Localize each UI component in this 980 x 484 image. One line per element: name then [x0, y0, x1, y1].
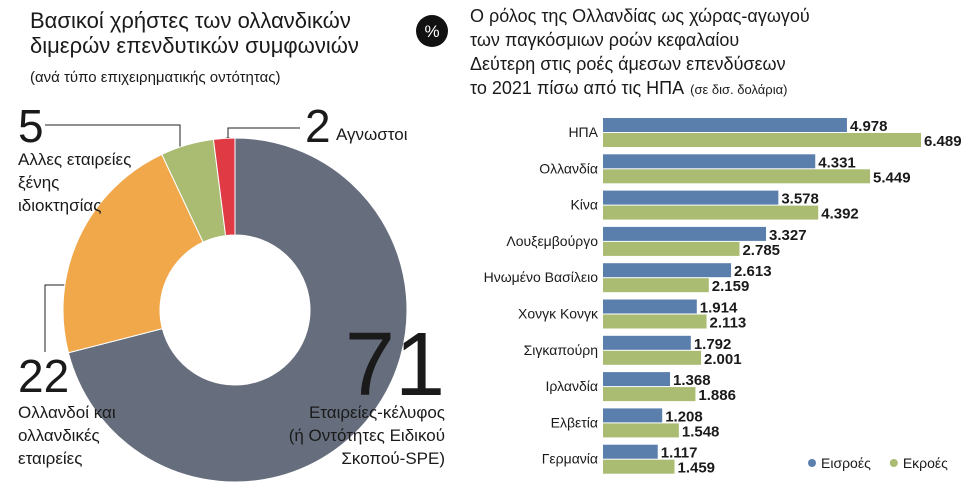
chart-title: Δεύτερη στις ροές άμεσων επενδύσεων	[470, 54, 786, 74]
slice-label: (ή Οντότητες Ειδικού	[289, 426, 445, 445]
value-label: 2.613	[734, 263, 772, 280]
value-label: 1.208	[665, 408, 703, 425]
bar	[603, 335, 691, 350]
bar	[603, 314, 707, 329]
bar	[603, 241, 740, 256]
bar	[603, 278, 709, 293]
bar	[603, 423, 679, 438]
bar	[603, 226, 767, 241]
percent-icon	[416, 15, 448, 47]
slice-value: 71	[345, 315, 445, 415]
slice-value: 22	[18, 350, 69, 402]
category-label: Γερμανία	[542, 451, 598, 467]
value-label: 1.548	[682, 423, 720, 440]
legend-marker	[808, 459, 816, 467]
chart-subtitle: (σε δισ. δολάρια)	[690, 82, 787, 97]
category-label: Χονγκ Κονγκ	[518, 306, 599, 322]
category-label: Ηνωμένο Βασίλειο	[484, 269, 599, 285]
bar	[603, 350, 702, 365]
value-label: 1.914	[700, 300, 738, 317]
bar	[603, 133, 921, 147]
leader-line	[45, 124, 181, 156]
slice-label: ιδιοκτησίας	[18, 196, 101, 215]
donut-slice	[62, 153, 204, 354]
bar	[603, 118, 847, 132]
value-label: 2.159	[712, 278, 750, 295]
category-label: Κίνα	[570, 197, 598, 213]
bar	[603, 169, 871, 184]
value-label: 1.792	[694, 336, 732, 353]
slice-value: 2	[305, 100, 331, 152]
category-label: Ιρλανδία	[546, 378, 598, 394]
value-label: 3.578	[781, 191, 819, 208]
bar	[603, 154, 816, 169]
value-label: 2.001	[704, 351, 742, 368]
category-label: Σιγκαπούρη	[524, 342, 598, 358]
value-label: 4.978	[850, 118, 888, 135]
category-label: Ελβετία	[551, 414, 598, 430]
value-label: 1.368	[673, 372, 711, 389]
legend-label: Εκροές	[903, 455, 948, 471]
value-label: 3.327	[769, 227, 807, 244]
bar	[603, 387, 696, 402]
value-label: 1.886	[698, 387, 736, 404]
donut-slice	[67, 137, 408, 483]
slice-label: ξένης	[18, 173, 59, 192]
chart-title: των παγκόσμιων ροών κεφαλαίου	[470, 30, 739, 50]
bar	[603, 205, 819, 220]
slice-label: Εταιρείες-κέλυφος	[309, 403, 445, 422]
slice-label: Αγνωστοι	[336, 125, 408, 144]
category-label: Λουξεμβούργο	[506, 233, 598, 249]
bar	[603, 263, 732, 278]
legend-marker	[889, 459, 898, 467]
chart-title: Ο ρόλος της Ολλανδίας ως χώρας-αγωγού	[470, 6, 810, 26]
category-label: Ολλανδία	[539, 160, 598, 176]
percent-icon-text: %	[424, 22, 439, 41]
value-label: 1.459	[677, 460, 715, 477]
value-label: 6.489	[924, 133, 962, 150]
value-label: 5.449	[873, 169, 911, 186]
value-label: 4.331	[818, 154, 856, 171]
donut-slice	[212, 137, 236, 237]
chart-title: διμερών επενδυτικών συμφωνιών	[30, 33, 359, 58]
legend-label: Εισροές	[821, 455, 871, 471]
chart-title: το 2021 πίσω από τις ΗΠΑ	[470, 78, 684, 98]
category-label: ΗΠΑ	[568, 124, 598, 140]
chart-subtitle: (ανά τύπο επιχειρηματικής οντότητας)	[30, 69, 281, 86]
slice-label: Σκοπού-SPE)	[341, 449, 445, 468]
slice-label: Ολλανδοί και	[18, 403, 116, 422]
bar	[603, 444, 658, 459]
slice-value: 5	[18, 100, 44, 152]
value-label: 4.392	[821, 206, 859, 223]
chart-title: Βασικοί χρήστες των ολλανδικών	[30, 8, 351, 33]
slice-label: Αλλες εταιρείες	[18, 150, 131, 169]
value-label: 1.117	[661, 445, 698, 462]
slice-label: εταιρείες	[18, 449, 82, 468]
bar	[603, 299, 697, 314]
bar	[603, 372, 671, 387]
leader-line	[227, 127, 300, 140]
bar	[603, 408, 663, 423]
slice-label: ολλανδικές	[18, 426, 100, 445]
value-label: 2.785	[742, 242, 780, 259]
bar	[603, 190, 779, 205]
value-label: 2.113	[710, 315, 747, 332]
bar	[603, 459, 675, 474]
